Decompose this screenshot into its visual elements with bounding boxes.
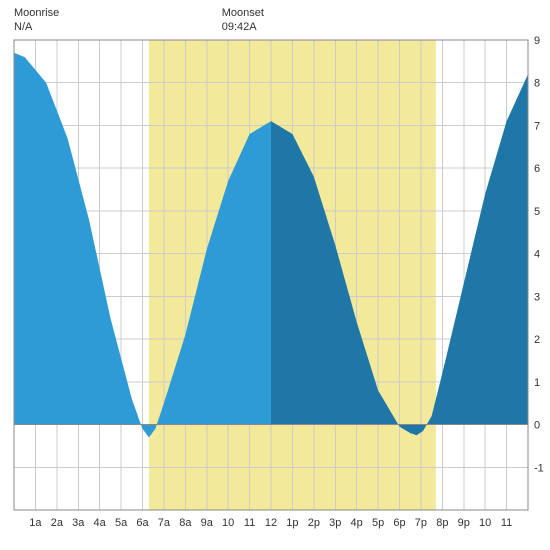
- x-tick-label: 7p: [415, 517, 427, 529]
- moonrise-label: Moonrise: [14, 6, 59, 20]
- x-tick-label: 12: [265, 517, 277, 529]
- x-tick-label: 2p: [308, 517, 320, 529]
- y-tick-label: 4: [534, 249, 540, 261]
- x-tick-label: 1a: [29, 517, 42, 529]
- x-tick-label: 4p: [351, 517, 363, 529]
- x-tick-label: 7a: [158, 517, 171, 529]
- x-tick-label: 2a: [51, 517, 64, 529]
- moonrise-value: N/A: [14, 20, 59, 34]
- x-tick-label: 9a: [201, 517, 214, 529]
- x-tick-label: 11: [244, 517, 255, 529]
- y-tick-label: 9: [534, 35, 540, 47]
- x-tick-label: 5p: [372, 517, 384, 529]
- y-tick-label: 5: [534, 206, 540, 218]
- x-tick-label: 11: [501, 517, 512, 529]
- tide-chart: -101234567891a2a3a4a5a6a7a8a9a1011121p2p…: [0, 0, 550, 550]
- y-tick-label: 1: [534, 377, 540, 389]
- x-tick-label: 4a: [94, 517, 107, 529]
- moonset-block: Moonset 09:42A: [222, 6, 264, 35]
- x-tick-label: 10: [479, 517, 491, 529]
- y-tick-label: 7: [534, 120, 540, 132]
- moonset-label: Moonset: [222, 6, 264, 20]
- x-tick-label: 8a: [179, 517, 192, 529]
- moonrise-block: Moonrise N/A: [14, 6, 59, 35]
- y-tick-label: 2: [534, 334, 540, 346]
- y-tick-label: 3: [534, 291, 540, 303]
- y-tick-label: 0: [534, 420, 540, 432]
- x-tick-label: 1p: [286, 517, 298, 529]
- y-tick-label: 6: [534, 163, 540, 175]
- x-tick-label: 9p: [458, 517, 470, 529]
- y-tick-label: -1: [534, 462, 544, 474]
- x-tick-label: 3a: [72, 517, 85, 529]
- x-tick-label: 3p: [329, 517, 341, 529]
- x-tick-label: 5a: [115, 517, 128, 529]
- x-tick-label: 6p: [393, 517, 405, 529]
- x-tick-label: 8p: [436, 517, 448, 529]
- y-tick-label: 8: [534, 78, 540, 90]
- moonset-value: 09:42A: [222, 20, 264, 34]
- tide-chart-container: Moonrise N/A Moonset 09:42A -10123456789…: [0, 0, 550, 550]
- x-tick-label: 10: [222, 517, 234, 529]
- x-tick-label: 6a: [136, 517, 149, 529]
